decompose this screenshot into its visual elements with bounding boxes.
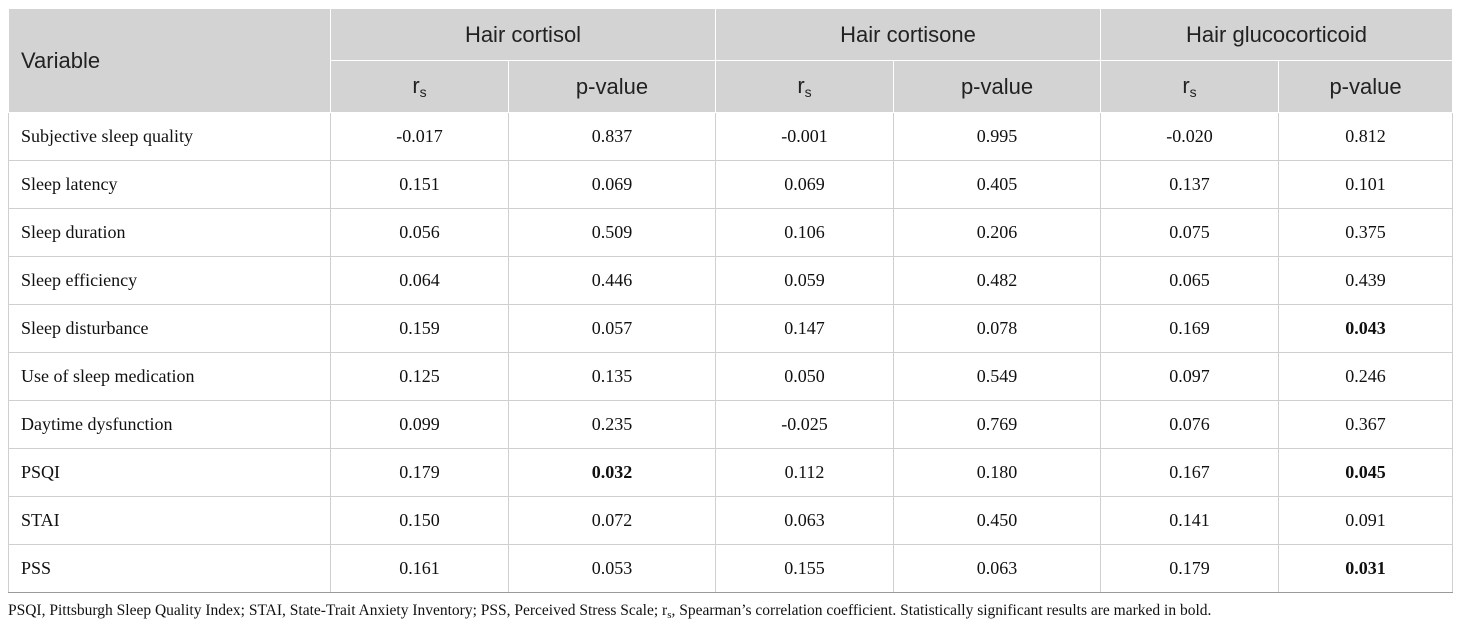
cell-rs: 0.167	[1100, 448, 1280, 497]
cell-p-value: 0.549	[893, 352, 1102, 401]
table-row: Subjective sleep quality -0.017 0.837 -0.00…	[8, 112, 1454, 161]
header-group-cortisone: Hair cortisone	[715, 8, 1102, 61]
table-row: Sleep efficiency 0.064 0.446 0.059 0.482 0.06…	[8, 256, 1454, 305]
cell-p-value: 0.135	[508, 352, 717, 401]
row-variable-label: Sleep disturbance	[8, 304, 331, 353]
cell-p-value: 0.072	[508, 496, 717, 545]
cell-rs: 0.161	[330, 544, 509, 593]
cell-rs: -0.020	[1100, 112, 1280, 161]
cell-rs: 0.159	[330, 304, 509, 353]
cell-p-value: 0.206	[893, 208, 1102, 257]
cell-rs: 0.056	[330, 208, 509, 257]
cell-p-value: 0.043	[1278, 304, 1454, 353]
cell-rs: 0.147	[715, 304, 895, 353]
cell-p-value: 0.053	[508, 544, 717, 593]
cell-rs: 0.076	[1100, 400, 1280, 449]
cell-rs: 0.106	[715, 208, 895, 257]
table-row: Sleep latency 0.151 0.069 0.069 0.405 0.137 0.…	[8, 160, 1454, 209]
row-variable-label: Sleep duration	[8, 208, 331, 257]
header-variable: Variable	[8, 8, 331, 113]
cell-rs: 0.169	[1100, 304, 1280, 353]
cell-rs: 0.097	[1100, 352, 1280, 401]
cell-rs: -0.025	[715, 400, 895, 449]
cell-p-value: 0.995	[893, 112, 1102, 161]
cell-rs: 0.179	[330, 448, 509, 497]
row-variable-label: Subjective sleep quality	[8, 112, 331, 161]
header-p-value: p-value	[507, 60, 717, 113]
cell-rs: 0.099	[330, 400, 509, 449]
cell-rs: 0.155	[715, 544, 895, 593]
cell-p-value: 0.446	[508, 256, 717, 305]
table-body: Subjective sleep quality -0.017 0.837 -0.00…	[8, 112, 1454, 593]
table-row: Use of sleep medication 0.125 0.135 0.050 0.…	[8, 352, 1454, 401]
cell-rs: 0.137	[1100, 160, 1280, 209]
cell-rs: -0.017	[330, 112, 509, 161]
cell-p-value: 0.769	[893, 400, 1102, 449]
cell-rs: 0.069	[715, 160, 895, 209]
header-p-value: p-value	[893, 60, 1102, 113]
results-table-container: Variable Hair cortisol Hair cortisone Ha…	[8, 8, 1454, 621]
cell-rs: 0.063	[715, 496, 895, 545]
cell-p-value: 0.812	[1278, 112, 1454, 161]
header-group-cortisol: Hair cortisol	[329, 8, 717, 61]
table-footnote: PSQI, Pittsburgh Sleep Quality Index; ST…	[8, 602, 1212, 621]
cell-p-value: 0.405	[893, 160, 1102, 209]
table-row: Daytime dysfunction 0.099 0.235 -0.025 0.769…	[8, 400, 1454, 449]
row-variable-label: STAI	[8, 496, 331, 545]
cell-p-value: 0.180	[893, 448, 1102, 497]
cell-p-value: 0.367	[1278, 400, 1454, 449]
cell-p-value: 0.101	[1278, 160, 1454, 209]
cell-rs: 0.125	[330, 352, 509, 401]
cell-p-value: 0.246	[1278, 352, 1454, 401]
cell-p-value: 0.032	[508, 448, 717, 497]
cell-rs: 0.141	[1100, 496, 1280, 545]
cell-rs: 0.064	[330, 256, 509, 305]
cell-rs: 0.112	[715, 448, 895, 497]
header-p-value: p-value	[1278, 60, 1454, 113]
cell-p-value: 0.482	[893, 256, 1102, 305]
table-row: STAI 0.150 0.072 0.063 0.450 0.141 0.091	[8, 496, 1454, 545]
table-row: Sleep duration 0.056 0.509 0.106 0.206 0.075 0…	[8, 208, 1454, 257]
header-rs: rs	[715, 60, 895, 113]
cell-rs: 0.179	[1100, 544, 1280, 593]
cell-p-value: 0.235	[508, 400, 717, 449]
header-rs: rs	[1100, 60, 1280, 113]
cell-p-value: 0.045	[1278, 448, 1454, 497]
cell-p-value: 0.091	[1278, 496, 1454, 545]
cell-p-value: 0.439	[1278, 256, 1454, 305]
cell-p-value: 0.069	[508, 160, 717, 209]
cell-p-value: 0.837	[508, 112, 717, 161]
correlation-table: Variable Hair cortisol Hair cortisone Ha…	[8, 8, 1454, 593]
cell-rs: 0.150	[330, 496, 509, 545]
header-group-glucocorticoid: Hair glucocorticoid	[1100, 8, 1454, 61]
table-row: PSQI 0.179 0.032 0.112 0.180 0.167 0.045	[8, 448, 1454, 497]
row-variable-label: PSS	[8, 544, 331, 593]
cell-p-value: 0.078	[893, 304, 1102, 353]
header-rs: rs	[330, 60, 509, 113]
row-variable-label: Sleep latency	[8, 160, 331, 209]
cell-rs: 0.059	[715, 256, 895, 305]
cell-p-value: 0.450	[893, 496, 1102, 545]
cell-p-value: 0.375	[1278, 208, 1454, 257]
cell-p-value: 0.509	[508, 208, 717, 257]
row-variable-label: PSQI	[8, 448, 331, 497]
cell-p-value: 0.063	[893, 544, 1102, 593]
table-row: PSS 0.161 0.053 0.155 0.063 0.179 0.031	[8, 544, 1454, 593]
table-row: Sleep disturbance 0.159 0.057 0.147 0.078 0.1…	[8, 304, 1454, 353]
cell-rs: 0.151	[330, 160, 509, 209]
cell-p-value: 0.031	[1278, 544, 1454, 593]
cell-rs: 0.050	[715, 352, 895, 401]
row-variable-label: Daytime dysfunction	[8, 400, 331, 449]
cell-rs: 0.075	[1100, 208, 1280, 257]
row-variable-label: Use of sleep medication	[8, 352, 331, 401]
cell-rs: 0.065	[1100, 256, 1280, 305]
cell-rs: -0.001	[715, 112, 895, 161]
table-header: Variable Hair cortisol Hair cortisone Ha…	[8, 8, 1454, 113]
row-variable-label: Sleep efficiency	[8, 256, 331, 305]
cell-p-value: 0.057	[508, 304, 717, 353]
